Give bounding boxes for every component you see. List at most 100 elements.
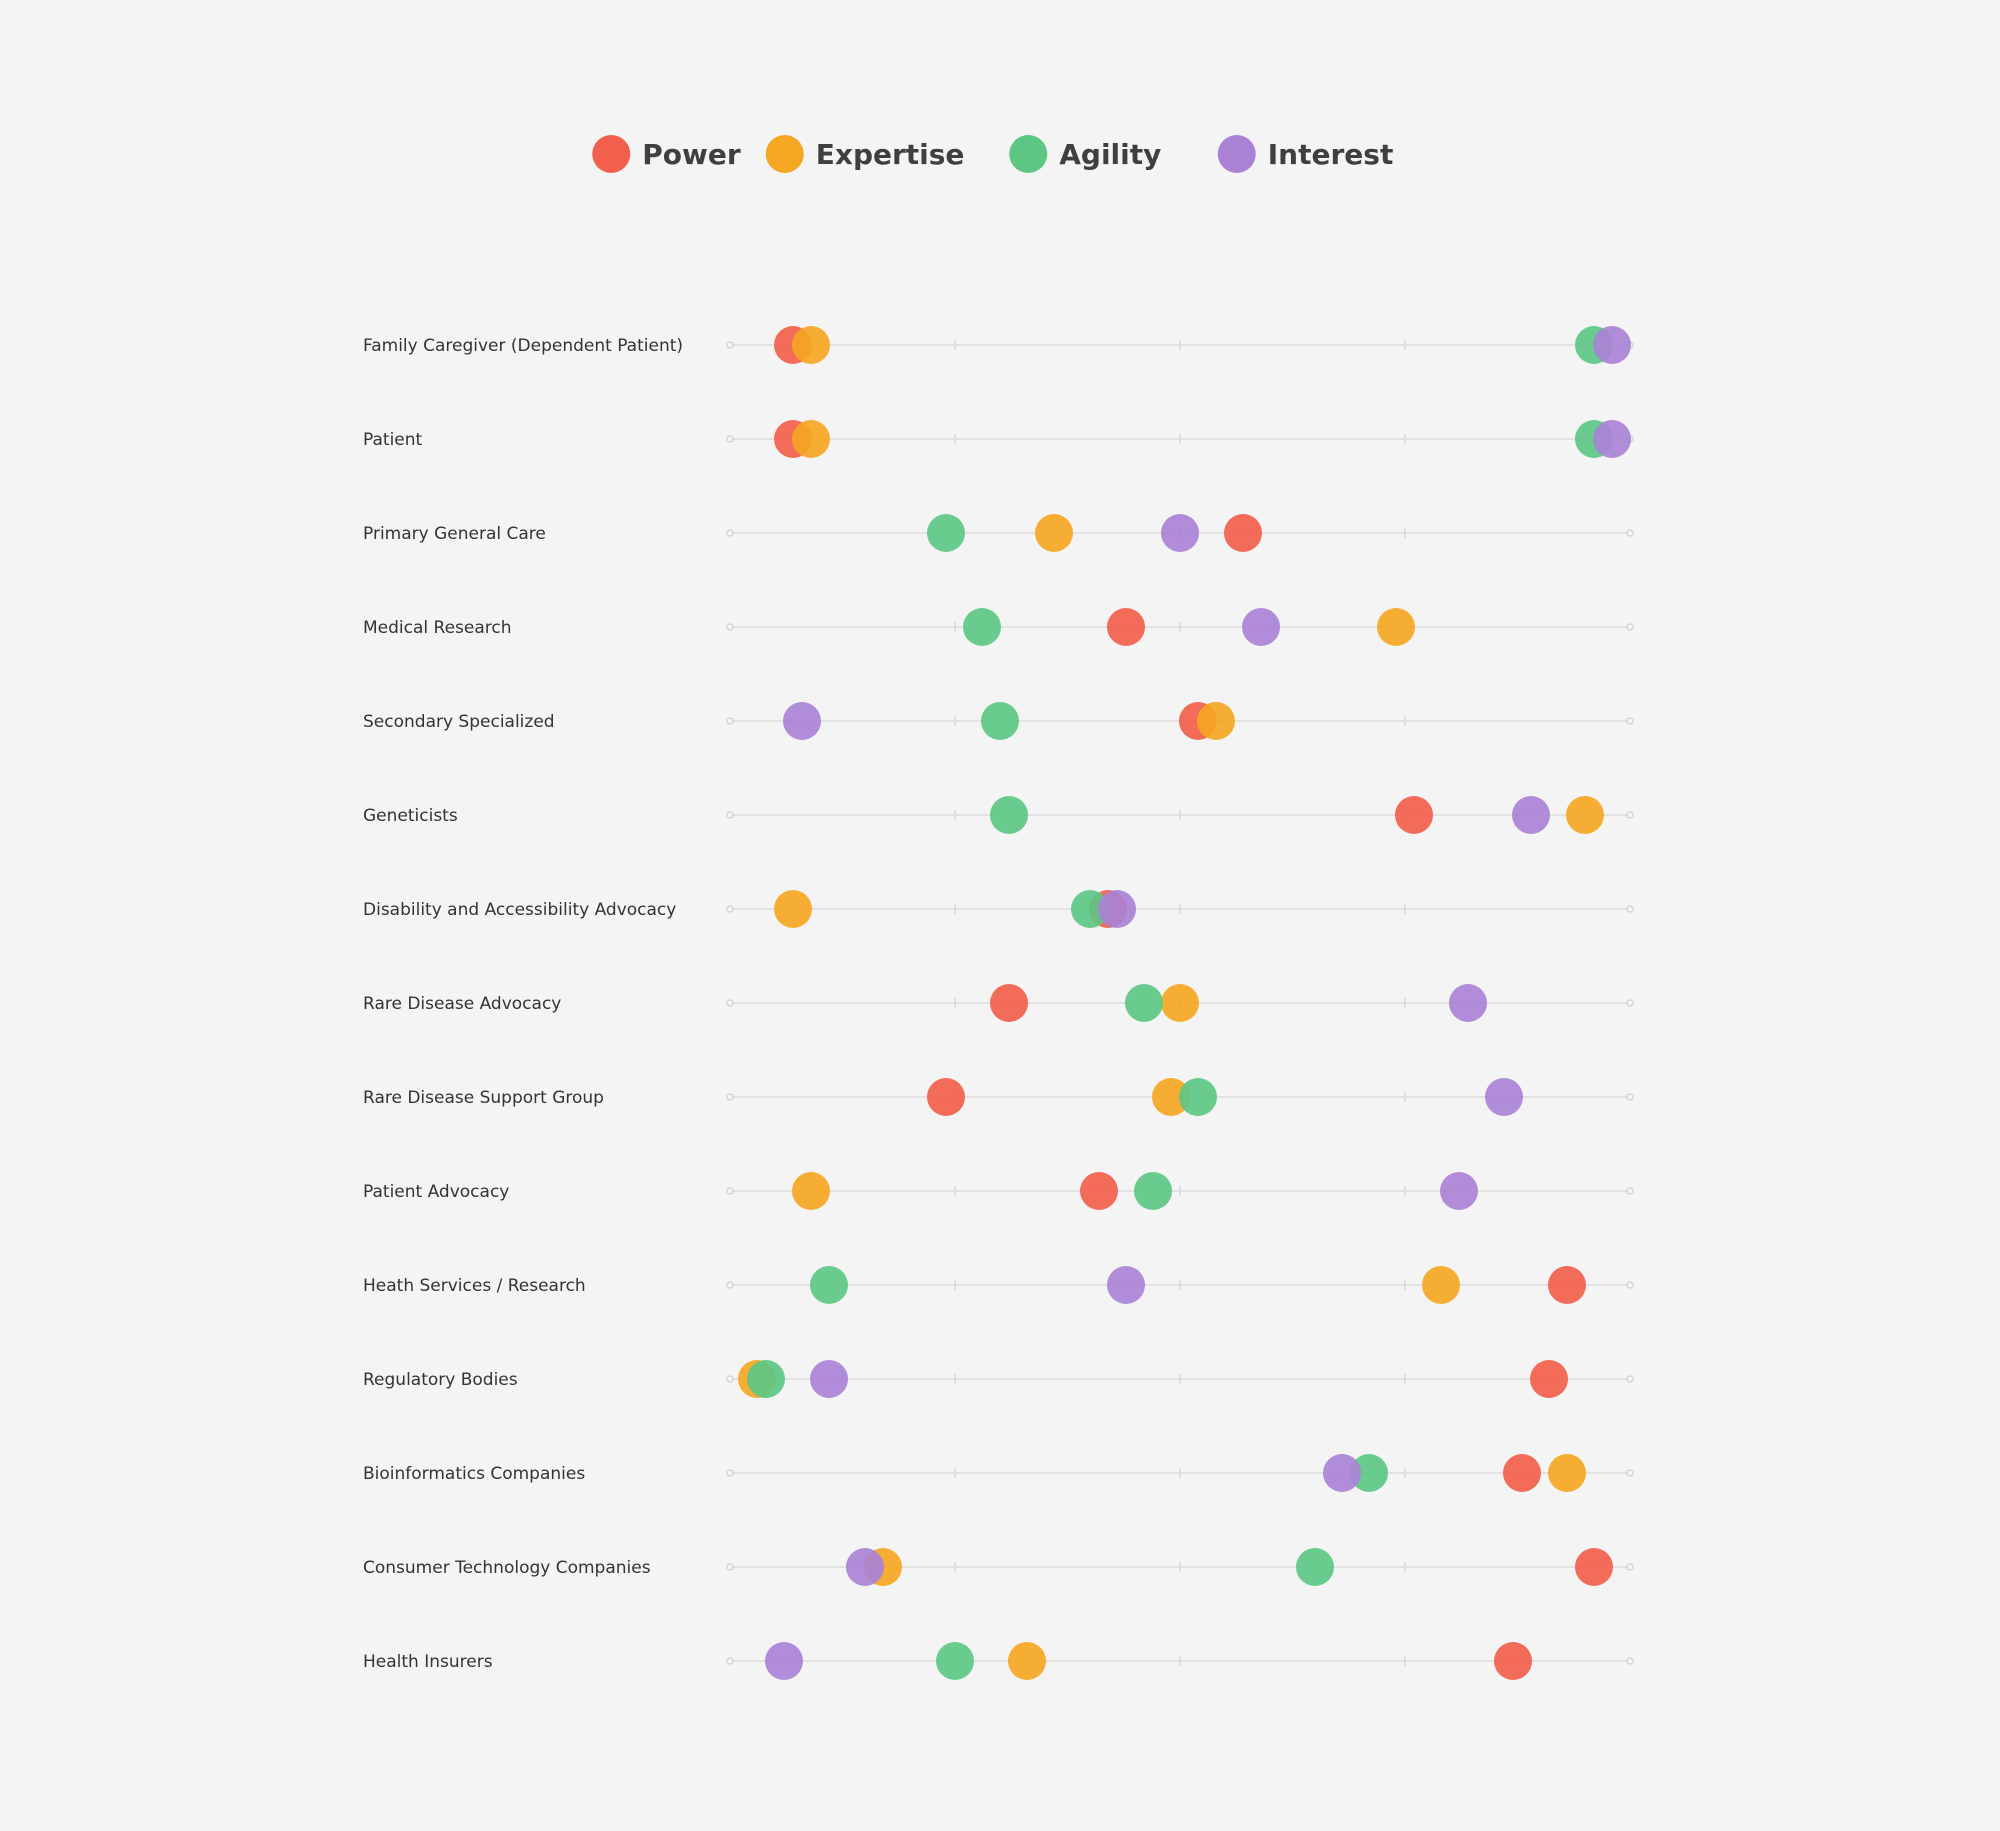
legend-label-interest: Interest — [1268, 138, 1394, 171]
dot-power — [990, 984, 1028, 1022]
dot-agility — [810, 1266, 848, 1304]
row-start-cap — [726, 1375, 734, 1383]
row-secondary-specialized: Secondary Specialized — [363, 702, 1634, 740]
dot-agility — [936, 1642, 974, 1680]
row-end-cap — [1626, 1281, 1634, 1289]
dot-interest — [1098, 890, 1136, 928]
row-label: Rare Disease Advocacy — [363, 994, 561, 1014]
dot-expertise — [1422, 1266, 1460, 1304]
row-label: Disability and Accessibility Advocacy — [363, 900, 676, 920]
legend-label-power: Power — [642, 138, 741, 171]
row-label: Family Caregiver (Dependent Patient) — [363, 336, 683, 356]
dot-interest — [1440, 1172, 1478, 1210]
row-end-cap — [1626, 999, 1634, 1007]
row-start-cap — [726, 1469, 734, 1477]
dot-expertise — [792, 1172, 830, 1210]
row-primary-general-care: Primary General Care — [363, 514, 1634, 552]
dot-power — [1080, 1172, 1118, 1210]
dot-interest — [1512, 796, 1550, 834]
row-end-cap — [1626, 905, 1634, 913]
row-start-cap — [726, 1187, 734, 1195]
legend: Power Expertise Agility Interest — [592, 135, 1393, 173]
row-label: Geneticists — [363, 806, 458, 826]
row-label: Bioinformatics Companies — [363, 1464, 585, 1484]
row-end-cap — [1626, 1375, 1634, 1383]
row-start-cap — [726, 435, 734, 443]
row-start-cap — [726, 717, 734, 725]
dot-expertise — [792, 420, 830, 458]
dot-expertise — [1377, 608, 1415, 646]
dot-agility — [747, 1360, 785, 1398]
row-label: Consumer Technology Companies — [363, 1558, 651, 1578]
row-rare-disease-support-group: Rare Disease Support Group — [363, 1078, 1634, 1116]
row-heath-services-research: Heath Services / Research — [363, 1266, 1634, 1304]
row-rare-disease-advocacy: Rare Disease Advocacy — [363, 984, 1634, 1022]
row-end-cap — [1626, 623, 1634, 631]
legend-item-agility: Agility — [1009, 135, 1161, 173]
dot-expertise — [1161, 984, 1199, 1022]
legend-swatch-interest — [1217, 135, 1256, 173]
dot-expertise — [1035, 514, 1073, 552]
dot-expertise — [1008, 1642, 1046, 1680]
dot-power — [1530, 1360, 1568, 1398]
row-label: Regulatory Bodies — [363, 1370, 518, 1390]
legend-label-expertise: Expertise — [816, 138, 965, 171]
dot-agility — [1125, 984, 1163, 1022]
row-end-cap — [1626, 1187, 1634, 1195]
row-start-cap — [726, 1657, 734, 1665]
row-patient-advocacy: Patient Advocacy — [363, 1172, 1634, 1210]
dot-power — [1575, 1548, 1613, 1586]
row-regulatory-bodies: Regulatory Bodies — [363, 1360, 1634, 1398]
chart-rows: Family Caregiver (Dependent Patient) Pati… — [363, 326, 1634, 1680]
dot-agility — [1134, 1172, 1172, 1210]
row-family-caregiver-dependent-patient: Family Caregiver (Dependent Patient) — [363, 326, 1634, 364]
dot-expertise — [1197, 702, 1235, 740]
legend-swatch-expertise — [765, 135, 804, 173]
row-label: Heath Services / Research — [363, 1276, 586, 1296]
dot-interest — [765, 1642, 803, 1680]
dot-agility — [990, 796, 1028, 834]
dot-interest — [783, 702, 821, 740]
legend-swatch-agility — [1009, 135, 1048, 173]
legend-item-power: Power — [592, 135, 741, 173]
row-end-cap — [1626, 1563, 1634, 1571]
row-medical-research: Medical Research — [363, 608, 1634, 646]
row-label: Patient Advocacy — [363, 1182, 509, 1202]
legend-swatch-power — [592, 135, 631, 173]
dot-expertise — [792, 326, 830, 364]
dot-agility — [1350, 1454, 1388, 1492]
dot-interest — [1323, 1454, 1361, 1492]
dot-agility — [963, 608, 1001, 646]
row-end-cap — [1626, 1093, 1634, 1101]
row-label: Health Insurers — [363, 1652, 493, 1672]
row-label: Patient — [363, 430, 423, 450]
row-start-cap — [726, 1281, 734, 1289]
dot-interest — [1593, 420, 1631, 458]
row-label: Primary General Care — [363, 524, 546, 544]
dot-power — [1224, 514, 1262, 552]
dot-power — [1503, 1454, 1541, 1492]
row-start-cap — [726, 1563, 734, 1571]
dot-agility — [1071, 890, 1109, 928]
row-start-cap — [726, 341, 734, 349]
dot-interest — [1161, 514, 1199, 552]
dot-power — [1107, 608, 1145, 646]
dot-power — [927, 1078, 965, 1116]
row-start-cap — [726, 623, 734, 631]
row-bioinformatics-companies: Bioinformatics Companies — [363, 1454, 1634, 1492]
dot-interest — [1242, 608, 1280, 646]
row-start-cap — [726, 999, 734, 1007]
row-end-cap — [1626, 1657, 1634, 1665]
legend-label-agility: Agility — [1059, 138, 1161, 171]
row-start-cap — [726, 1093, 734, 1101]
dot-agility — [1179, 1078, 1217, 1116]
dot-agility — [1296, 1548, 1334, 1586]
legend-item-interest: Interest — [1217, 135, 1394, 173]
dot-agility — [981, 702, 1019, 740]
row-start-cap — [726, 905, 734, 913]
row-health-insurers: Health Insurers — [363, 1642, 1634, 1680]
row-end-cap — [1626, 811, 1634, 819]
row-consumer-technology-companies: Consumer Technology Companies — [363, 1548, 1634, 1586]
row-end-cap — [1626, 717, 1634, 725]
row-geneticists: Geneticists — [363, 796, 1634, 834]
